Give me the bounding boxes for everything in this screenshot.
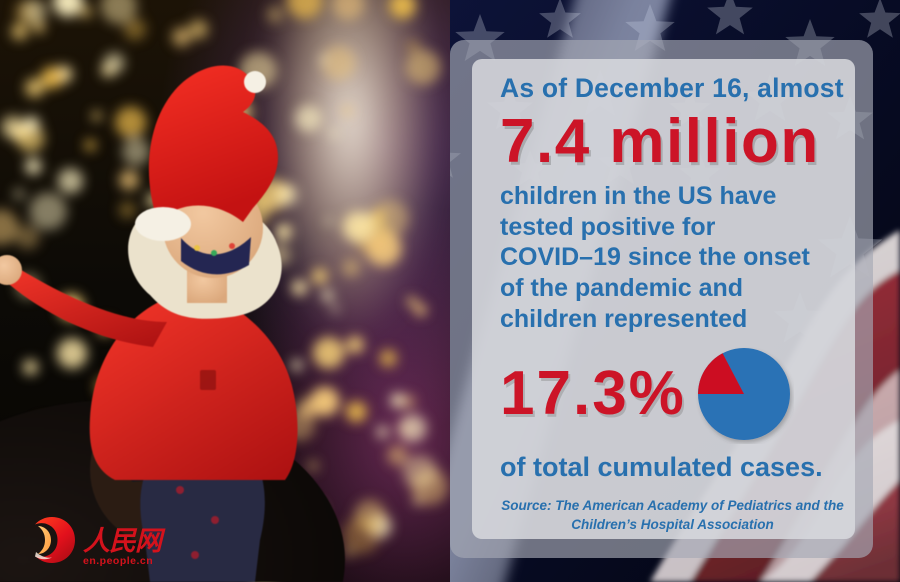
svg-text:en.people.cn: en.people.cn (83, 555, 153, 567)
svg-text:人民网: 人民网 (83, 526, 166, 556)
